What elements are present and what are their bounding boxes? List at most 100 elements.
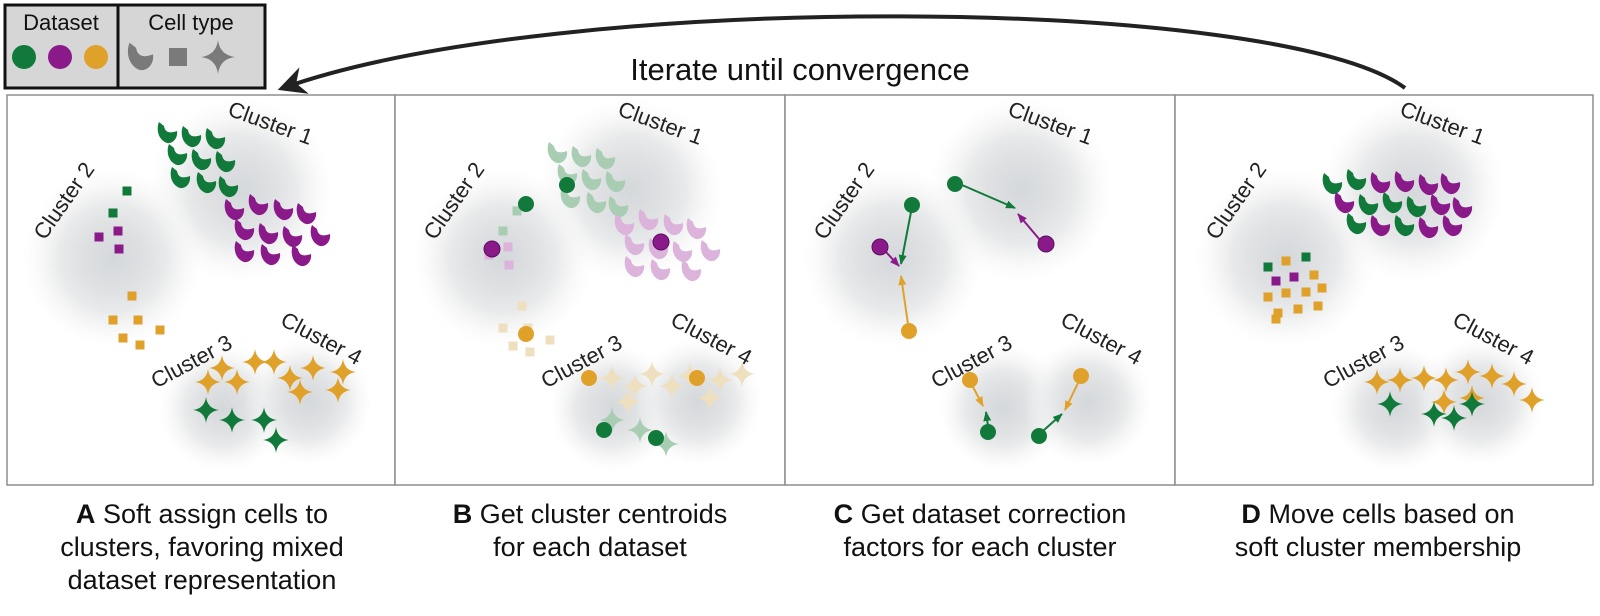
star-cell-gold (1433, 367, 1459, 393)
crescent-cell-purple (1418, 174, 1439, 196)
caption-d-line-2: soft cluster membership (1234, 532, 1522, 562)
centroid-green-cluster-3 (596, 422, 612, 438)
centroid-green-cluster-2 (904, 197, 920, 213)
square-cell-gold (1293, 304, 1303, 314)
legend-square-icon (169, 48, 187, 66)
star-cell-gold (1501, 371, 1527, 397)
star-cell-green (1377, 391, 1403, 417)
crescent-cell-green-faded (571, 146, 592, 168)
crescent-cell-green-faded (581, 169, 602, 191)
correction-arrow (1043, 413, 1063, 431)
square-cell-gold (1309, 270, 1319, 280)
star-cell-gold (1455, 359, 1481, 385)
legend-celltype-title: Cell type (148, 10, 234, 35)
correction-arrow (1064, 382, 1079, 411)
legend-dataset-title: Dataset (23, 10, 99, 35)
square-cell-gold-faded (525, 347, 535, 357)
star-cell-gold-faded (622, 373, 648, 399)
star-cell-gold (1364, 369, 1390, 395)
crescent-cell-purple (1452, 197, 1473, 219)
caption-b-letter: B (452, 499, 473, 529)
crescent-cell-green-faded (608, 196, 629, 218)
centroid-gold-cluster-3 (581, 370, 597, 386)
crescent-cell-purple-faded (700, 240, 721, 262)
crescent-cell-purple (234, 241, 255, 263)
crescent-cell-green-faded (605, 171, 626, 193)
square-cell-gold (1317, 283, 1327, 293)
correction-arrow (972, 386, 984, 407)
crescent-cell-green (1322, 173, 1343, 195)
caption-d: D Move cells based on soft cluster membe… (1188, 498, 1568, 564)
crescent-cell-green (1346, 169, 1367, 191)
star-cell-green (1421, 401, 1447, 427)
star-cell-gold (1387, 367, 1413, 393)
square-cell-gold (108, 315, 118, 325)
crescent-cell-green (181, 126, 202, 148)
star-cell-gold (330, 359, 356, 385)
cluster-2-halo (23, 168, 203, 348)
centroid-green-cluster-4 (1031, 428, 1047, 444)
square-cell-green-faded (512, 206, 522, 216)
star-cell-green-faded (599, 407, 625, 433)
star-cell-green-faded (653, 431, 679, 457)
crescent-cell-green (1382, 192, 1403, 214)
centroid-gold-cluster-4 (1073, 368, 1089, 384)
centroid-green-cluster-3 (980, 424, 996, 440)
star-cell-green (251, 407, 277, 433)
correction-arrow (983, 411, 992, 427)
crescent-cell-purple-faded (672, 241, 693, 263)
cluster-2-halo (413, 168, 593, 348)
square-cell-purple (94, 232, 104, 242)
square-cell-gold-faded (508, 341, 518, 351)
crescent-cell-purple (310, 225, 331, 247)
square-cell-gold (1281, 288, 1291, 298)
caption-b: B Get cluster centroids for each dataset (400, 498, 780, 564)
caption-a-line-1: Soft assign cells to (102, 499, 329, 529)
crescent-cell-green (1406, 196, 1427, 218)
centroid-green-cluster-1 (947, 176, 963, 192)
crescent-cell-purple (1370, 172, 1391, 194)
iterate-arrow (277, 14, 1407, 94)
correction-arrow (885, 251, 900, 267)
square-cell-purple-faded (504, 260, 514, 270)
star-cell-gold (209, 355, 235, 381)
harmony-diagram: Iterate until convergence Dataset Cell t… (3, 3, 1594, 486)
legend-green-dot (12, 45, 36, 69)
square-cell-green (122, 186, 132, 196)
star-cell-green (1459, 391, 1485, 417)
square-cell-green-faded (498, 226, 508, 236)
crescent-cell-purple-faded (686, 218, 707, 240)
caption-d-line-1: Move cells based on (1268, 499, 1515, 529)
crescent-cell-purple (258, 223, 279, 245)
crescent-cell-green-faded (586, 192, 607, 214)
crescent-cell-purple-faded (663, 214, 684, 236)
square-cell-gold (1263, 292, 1273, 302)
caption-d-letter: D (1241, 499, 1261, 529)
star-cell-gold-faded (615, 389, 641, 415)
square-cell-gold-faded (498, 323, 508, 333)
centroid-gold-cluster-4 (689, 370, 705, 386)
star-cell-gold-faded (659, 373, 685, 399)
square-cell-gold (135, 340, 145, 350)
crescent-cell-purple-faded (638, 209, 659, 231)
cluster-2-halo (803, 168, 983, 348)
crescent-cell-purple (1394, 171, 1415, 193)
caption-c-line-1: Get dataset correction (860, 499, 1127, 529)
star-cell-gold (1431, 389, 1457, 415)
square-cell-gold (1313, 301, 1323, 311)
square-cell-green (1263, 262, 1273, 272)
square-cell-gold-faded (545, 335, 555, 345)
legend: Dataset Cell type (3, 3, 267, 90)
crescent-cell-purple-faded (624, 234, 645, 256)
square-cell-gold (1271, 314, 1281, 324)
crescent-cell-purple-faded (650, 259, 671, 281)
centroid-gold-cluster-2 (901, 323, 917, 339)
star-cell-gold-faded (697, 385, 723, 411)
caption-b-line-1: Get cluster centroids (479, 499, 728, 529)
crescent-cell-purple (296, 203, 317, 225)
centroid-purple-cluster-1 (1037, 235, 1055, 253)
crescent-cell-purple (1430, 194, 1451, 216)
star-cell-gold (325, 377, 351, 403)
legend-purple-dot (48, 45, 72, 69)
